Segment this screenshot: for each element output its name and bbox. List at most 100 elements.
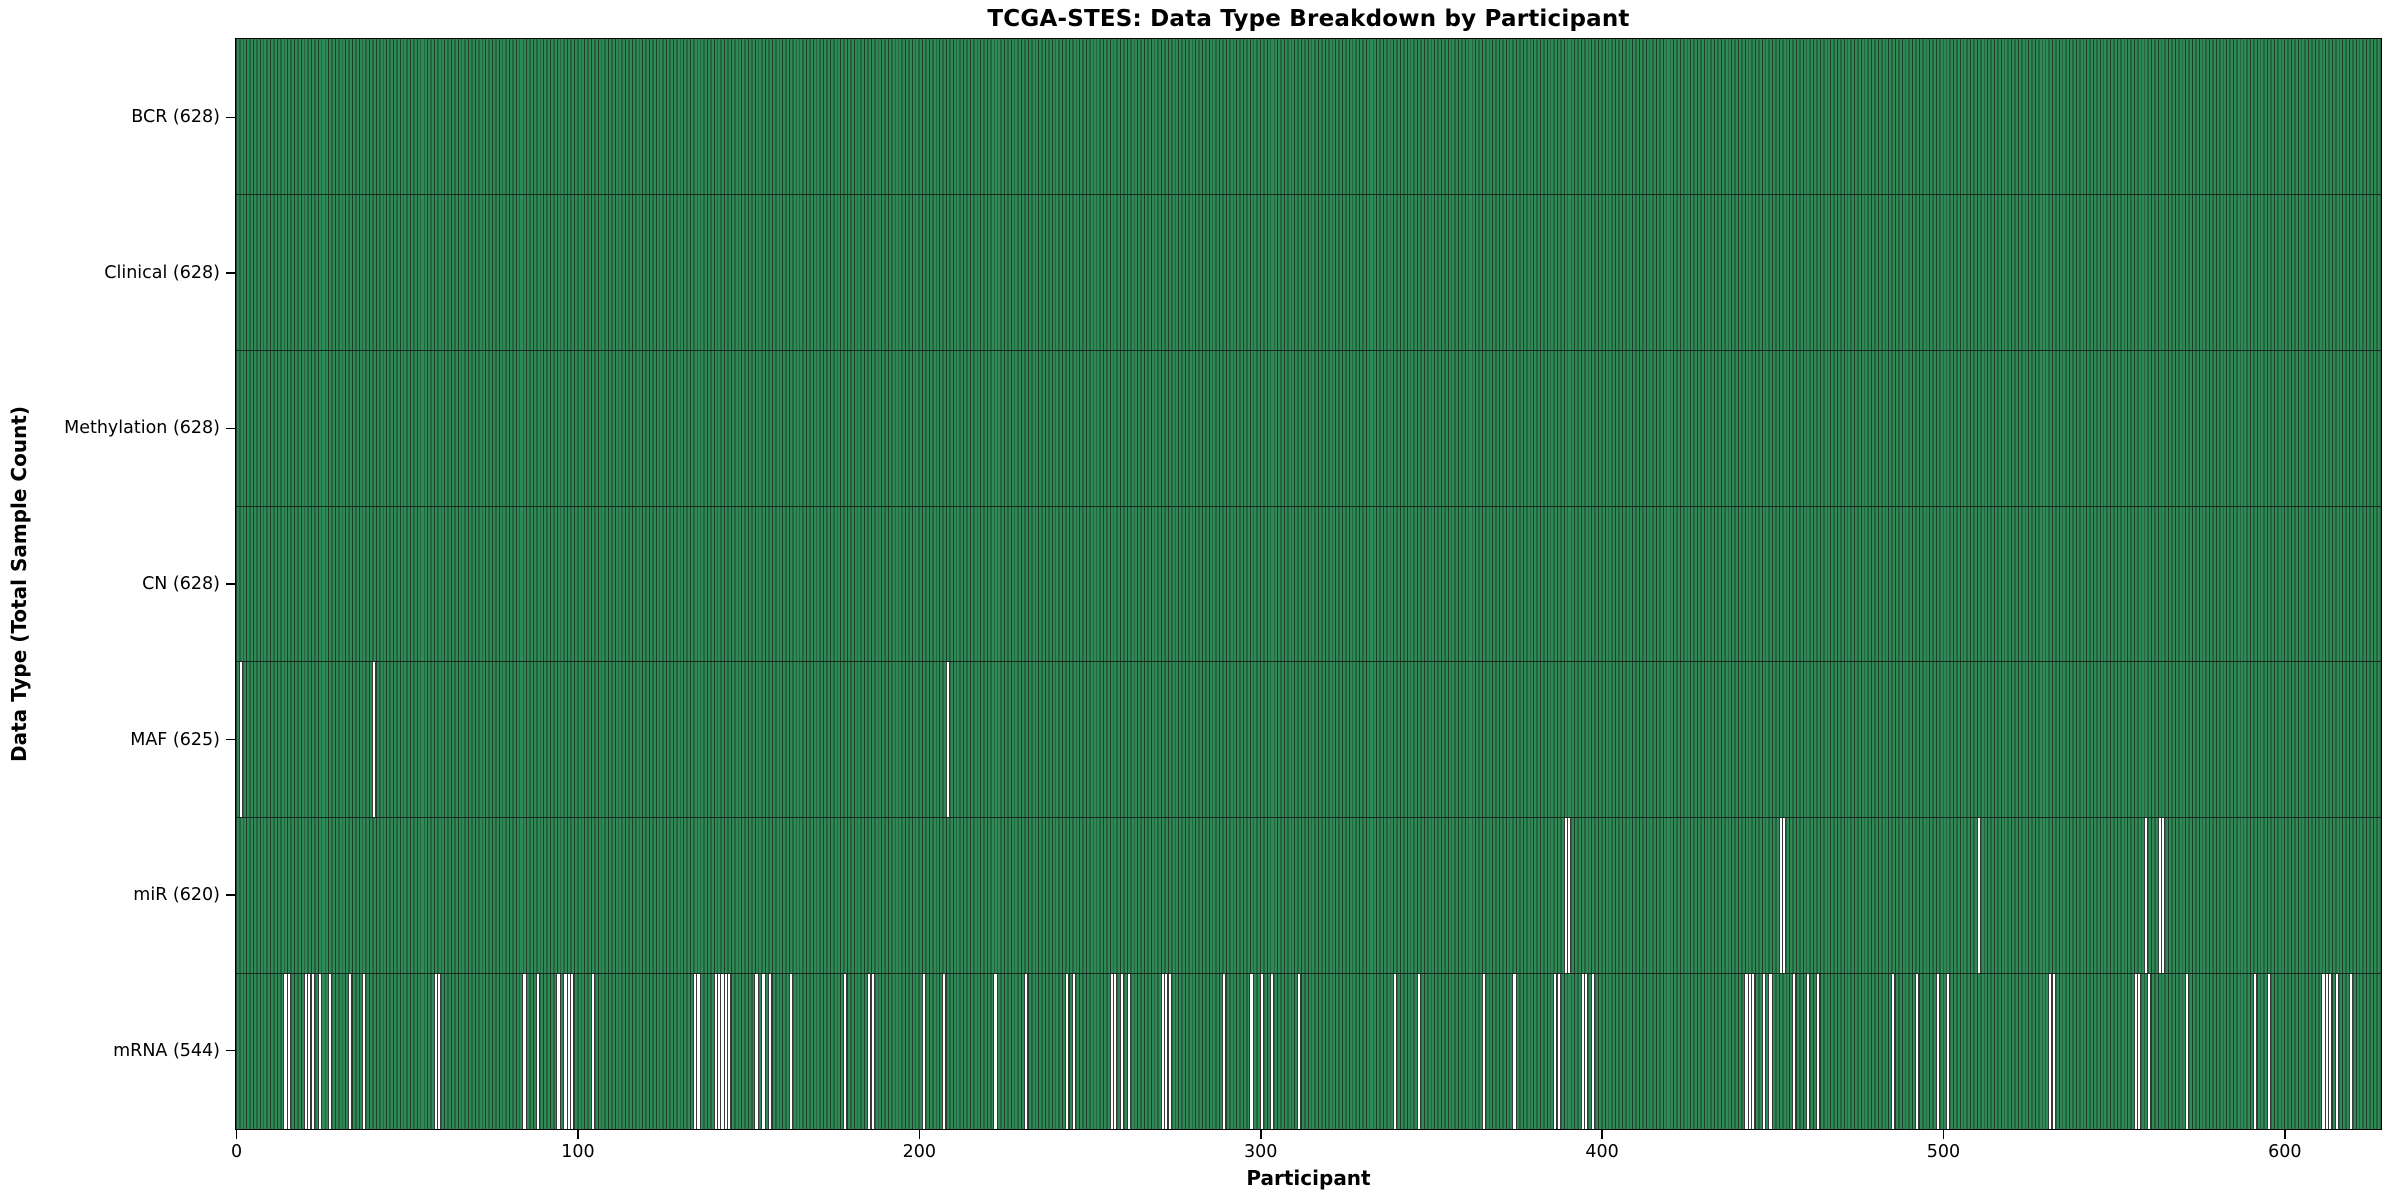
x-tick-label-500: 500 [1926,1142,1961,1162]
absent-stripe-mRNA-162 [788,974,793,1130]
absent-stripe-mRNA-346 [1416,974,1421,1130]
y-tick-label-CN: CN (628) [142,574,220,594]
absent-stripe-mRNA-311 [1297,974,1302,1130]
y-tick-mark-miR [226,894,235,896]
heatmap-row-BCR [236,39,2381,195]
y-tick-mark-MAF [226,738,235,741]
absent-stripe-mRNA-33 [348,974,353,1130]
x-tick-label-200: 200 [902,1142,937,1162]
absent-stripe-mRNA-186 [870,974,875,1130]
y-tick-label-Clinical: Clinical (628) [104,262,220,283]
absent-stripe-miR-564 [2160,818,2166,974]
absent-stripe-mRNA-571 [2184,974,2190,1130]
absent-stripe-mRNA-300 [1259,974,1264,1130]
y-tick-label-mRNA: mRNA (544) [113,1040,220,1061]
absent-stripe-mRNA-222 [993,974,998,1130]
absent-stripe-mRNA-135 [696,974,701,1130]
absent-stripe-mRNA-273 [1167,974,1172,1130]
absent-stripe-mRNA-144 [727,974,732,1130]
x-tick-mark-300 [1259,1130,1262,1139]
absent-stripe-MAF-40 [372,662,377,818]
absent-stripe-mRNA-88 [536,974,541,1130]
y-tick-mark-Clinical [226,272,235,274]
y-tick-mark-mRNA [226,1049,235,1052]
y-tick-mark-BCR [226,116,235,119]
absent-stripe-mRNA-27 [327,974,332,1130]
absent-stripe-mRNA-201 [921,974,926,1130]
absent-stripe-mRNA-257 [1112,974,1118,1130]
absent-stripe-mRNA-154 [761,974,766,1130]
absent-stripe-mRNA-24 [317,974,322,1130]
absent-stripe-mRNA-595 [2266,974,2271,1130]
absent-stripe-mRNA-447 [1761,974,1766,1130]
y-tick-mark-CN [226,583,235,585]
absent-stripe-mRNA-207 [942,974,947,1130]
chart-title: TCGA-STES: Data Type Breakdown by Partic… [987,6,1630,32]
absent-stripe-mRNA-303 [1269,974,1275,1130]
absent-stripe-mRNA-178 [843,974,848,1130]
x-tick-mark-500 [1942,1130,1945,1139]
absent-stripe-mRNA-15 [286,974,291,1130]
y-tick-label-MAF: MAF (625) [130,729,220,750]
absent-stripe-mRNA-444 [1751,974,1756,1130]
absent-stripe-mRNA-37 [361,974,367,1130]
absent-stripe-mRNA-492 [1915,974,1920,1130]
absent-stripe-MAF-208 [945,662,950,818]
y-tick-mark-Methylation [226,427,235,430]
heatmap-row-Clinical [236,194,2381,351]
x-tick-label-300: 300 [1244,1142,1278,1162]
x-axis-label: Participant [1246,1166,1371,1190]
absent-stripe-MAF-1 [239,662,244,818]
heatmap-row-Methylation [236,350,2381,507]
absent-stripe-mRNA-243 [1065,974,1070,1130]
y-tick-label-miR: miR (620) [133,885,220,906]
absent-stripe-mRNA-387 [1556,974,1561,1130]
absent-stripe-mRNA-289 [1222,974,1227,1130]
absent-stripe-mRNA-463 [1816,974,1821,1130]
absent-stripe-mRNA-501 [1945,974,1951,1130]
x-tick-label-400: 400 [1585,1142,1619,1162]
absent-stripe-mRNA-557 [2137,974,2142,1130]
absent-stripe-mRNA-591 [2253,974,2258,1130]
x-tick-mark-400 [1601,1130,1603,1139]
absent-stripe-mRNA-498 [1935,974,1940,1130]
absent-stripe-mRNA-152 [754,974,759,1130]
absent-stripe-mRNA-485 [1891,974,1896,1130]
x-tick-label-0: 0 [231,1142,243,1162]
absent-stripe-mRNA-261 [1126,974,1131,1130]
absent-stripe-mRNA-615 [2335,974,2340,1130]
absent-stripe-mRNA-94 [556,974,561,1130]
heatmap-row-miR [236,818,2381,975]
absent-stripe-mRNA-456 [1792,974,1797,1130]
absent-stripe-mRNA-339 [1392,974,1398,1130]
absent-stripe-mRNA-84 [522,974,527,1130]
absent-stripe-mRNA-231 [1024,974,1029,1130]
absent-stripe-mRNA-245 [1071,974,1077,1130]
heatmap-row-mRNA [236,974,2381,1130]
absent-stripe-mRNA-297 [1249,974,1254,1130]
x-tick-label-600: 600 [2268,1142,2302,1162]
x-tick-mark-600 [2284,1130,2286,1139]
x-tick-mark-200 [918,1130,921,1139]
absent-stripe-miR-559 [2143,818,2149,974]
absent-stripe-mRNA-613 [2328,974,2333,1130]
absent-stripe-miR-510 [1976,818,1981,974]
absent-stripe-mRNA-98 [570,974,575,1130]
plot-area: Present Absent [235,38,2382,1130]
absent-stripe-mRNA-619 [2348,974,2353,1130]
absent-stripe-mRNA-365 [1481,974,1486,1130]
absent-stripe-mRNA-104 [590,974,595,1130]
x-tick-mark-100 [577,1130,579,1139]
absent-stripe-mRNA-560 [2147,974,2152,1130]
heatmap-row-CN [236,506,2381,663]
absent-stripe-mRNA-59 [437,974,442,1130]
absent-stripe-mRNA-460 [1805,974,1811,1130]
x-tick-label-100: 100 [561,1142,595,1162]
absent-stripe-mRNA-374 [1512,974,1517,1130]
absent-stripe-mRNA-397 [1590,974,1596,1130]
absent-stripe-miR-453 [1782,818,1787,974]
y-tick-label-Methylation: Methylation (628) [64,418,220,439]
heatmap-row-MAF [236,662,2381,819]
absent-stripe-mRNA-532 [2051,974,2056,1130]
heatmap-rows [236,39,2381,1130]
